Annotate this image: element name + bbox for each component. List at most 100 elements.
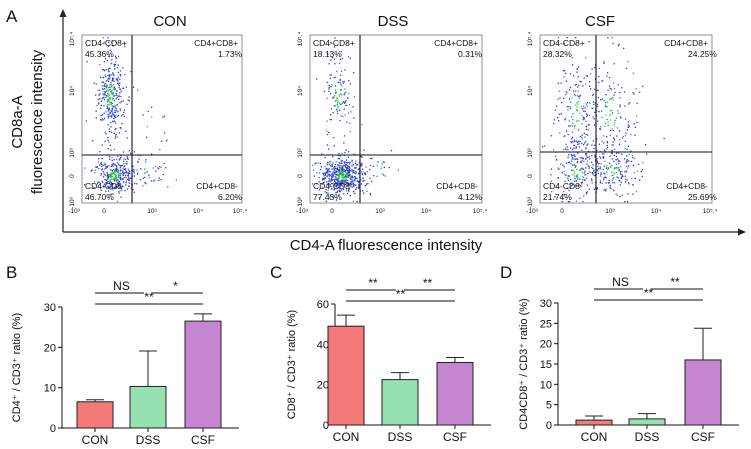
flow-event-dot: [343, 169, 345, 171]
flow-event-dot: [576, 141, 579, 143]
flow-event-dot: [108, 131, 111, 133]
flow-event-dot: [581, 134, 583, 136]
flow-event-dot: [570, 178, 572, 181]
flow-event-dot: [618, 43, 620, 46]
flow-event-dot: [326, 120, 328, 122]
flow-event-dot: [147, 110, 149, 112]
flow-event-dot: [120, 128, 122, 130]
flow-event-dot: [116, 136, 118, 138]
flow-event-dot: [557, 82, 559, 84]
flow-event-dot: [352, 106, 354, 108]
flow-event-dot: [594, 111, 596, 114]
flow-event-dot: [605, 101, 607, 104]
flow-event-dot: [109, 194, 111, 196]
flow-event-dot: [96, 166, 98, 168]
flow-event-dot: [603, 153, 605, 155]
flow-event-dot: [103, 88, 106, 90]
flow-event-dot: [566, 146, 568, 148]
flow-event-dot: [107, 113, 109, 115]
flow-event-dot: [340, 173, 342, 175]
flow-event-dot: [565, 174, 567, 177]
flow-event-dot: [344, 180, 346, 183]
flow-event-dot: [323, 178, 325, 180]
flow-event-dot: [318, 177, 320, 179]
flow-event-dot: [627, 193, 629, 195]
flow-event-dot: [113, 74, 115, 77]
flow-event-dot: [356, 187, 358, 189]
flow-event-dot: [620, 165, 622, 168]
flow-event-dot: [348, 80, 350, 82]
flow-event-dot: [121, 123, 123, 125]
flow-event-dot: [107, 90, 109, 93]
flow-event-dot: [570, 153, 572, 155]
y-tick-label: 10³: [69, 147, 76, 157]
flow-event-dot: [577, 95, 579, 98]
flow-event-dot: [599, 180, 602, 182]
flow-event-dot: [381, 163, 383, 165]
flow-event-dot: [340, 115, 342, 117]
flow-event-dot: [116, 165, 118, 168]
flow-event-dot: [111, 80, 113, 82]
flow-event-dot: [606, 141, 608, 143]
flow-event-dot: [329, 184, 331, 186]
flow-event-dot: [598, 143, 600, 145]
flow-event-dot: [329, 175, 331, 177]
flow-event-dot: [102, 88, 104, 91]
flow-event-dot: [585, 177, 588, 179]
flow-event-dot: [102, 37, 104, 39]
flow-event-dot: [364, 173, 367, 176]
flow-event-dot: [324, 177, 326, 179]
flow-event-dot: [332, 173, 334, 175]
flow-event-dot: [117, 171, 119, 174]
flow-event-dot: [346, 121, 348, 123]
quadrant-percent-top-right: 1.73%: [218, 49, 243, 59]
flow-event-dot: [636, 170, 638, 172]
flow-event-dot: [581, 108, 583, 110]
flow-event-dot: [616, 167, 618, 169]
flow-event-dot: [112, 120, 114, 122]
y-tick-label: -10³: [297, 196, 304, 208]
flow-event-dot: [348, 184, 350, 187]
flow-event-dot: [628, 160, 630, 162]
flow-event-dot: [338, 62, 341, 64]
flow-event-dot: [104, 168, 106, 170]
flow-event-dot: [109, 185, 111, 188]
flow-event-dot: [573, 180, 576, 182]
flow-event-dot: [117, 185, 119, 187]
flow-event-dot: [346, 172, 348, 174]
flow-event-dot: [113, 105, 115, 107]
flow-event-dot: [596, 187, 598, 189]
flow-event-dot: [353, 117, 355, 119]
flow-event-dot: [600, 163, 602, 165]
flow-event-dot: [352, 163, 355, 166]
flow-event-dot: [348, 182, 350, 185]
flow-event-dot: [108, 55, 111, 58]
flow-event-dot: [342, 171, 344, 173]
flow-event-dot: [337, 171, 339, 174]
flow-event-dot: [342, 101, 345, 103]
flow-event-dot: [132, 189, 134, 191]
flow-event-dot: [100, 174, 102, 176]
flow-event-dot: [593, 103, 595, 106]
flow-event-dot: [594, 144, 596, 146]
flow-event-dot: [126, 156, 128, 158]
flow-event-dot: [330, 173, 332, 176]
flow-event-dot: [344, 151, 346, 154]
flow-event-dot: [327, 174, 329, 176]
flow-event-dot: [122, 174, 124, 176]
flow-event-dot: [579, 161, 582, 163]
flow-event-dot: [322, 173, 325, 175]
flow-event-dot: [117, 182, 120, 184]
flow-event-dot: [118, 184, 120, 186]
flow-event-dot: [341, 172, 343, 174]
flow-event-dot: [367, 183, 369, 185]
flow-event-dot: [581, 175, 583, 178]
flow-event-dot: [629, 102, 631, 104]
flow-event-dot: [115, 108, 117, 110]
flow-event-dot: [111, 78, 114, 80]
flow-event-dot: [158, 179, 160, 181]
flow-event-dot: [328, 180, 330, 182]
flow-event-dot: [355, 162, 357, 164]
flow-event-dot: [120, 96, 122, 98]
flow-event-dot: [114, 64, 117, 66]
